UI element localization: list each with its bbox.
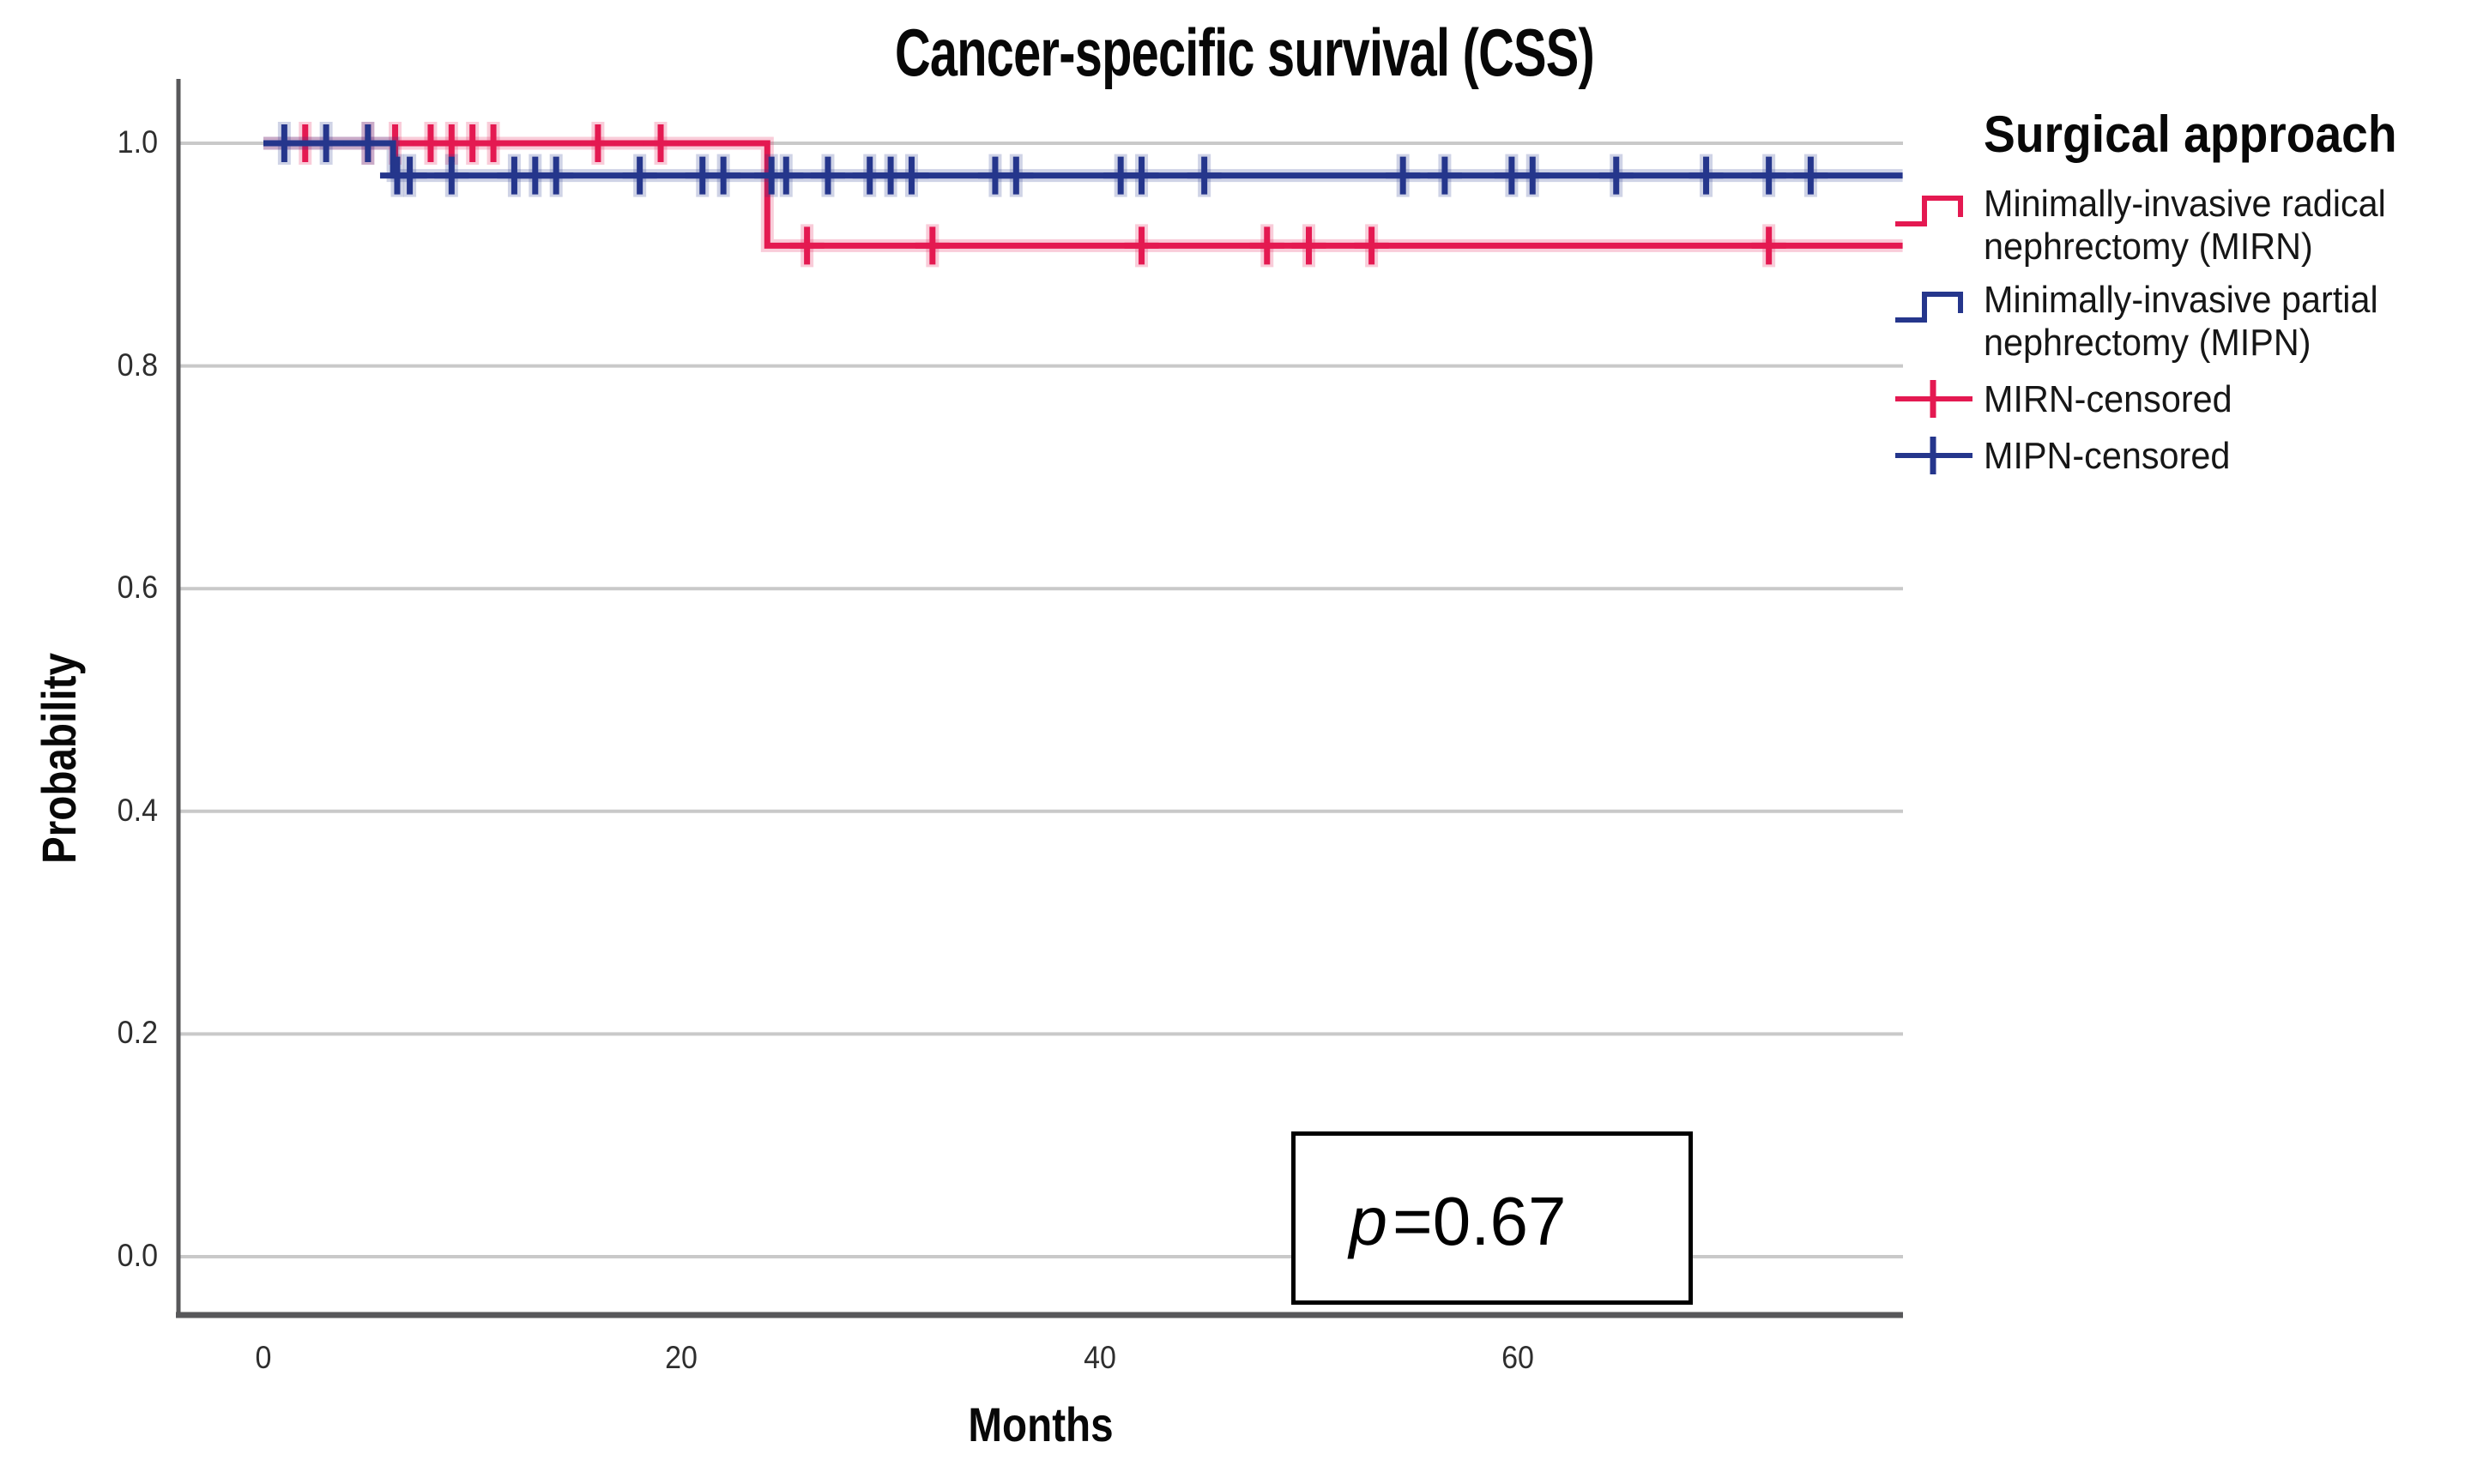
legend: Surgical approach Minimally-invasive rad… <box>1893 105 2489 478</box>
legend-label-mipn: Minimally-invasive partial nephrectomy (… <box>1984 279 2378 364</box>
legend-label-mipn-censored: MIPN-censored <box>1984 435 2231 477</box>
mirn-step-line-icon <box>1895 196 1963 226</box>
mipn-censored-plus-icon <box>1895 437 1972 474</box>
y-tick-label: 1.0 <box>117 124 158 160</box>
p-value-box: p =0.67 <box>1291 1131 1693 1305</box>
legend-item-mipn-censored: MIPN-censored <box>1893 435 2489 478</box>
mipn-step-line-icon <box>1895 292 1963 323</box>
x-tick-label: 20 <box>665 1340 698 1375</box>
legend-label-mirn-censored: MIRN-censored <box>1984 378 2232 420</box>
chart-title: Cancer-specific survival (CSS) <box>894 15 1595 90</box>
y-tick-label: 0.4 <box>117 792 158 828</box>
legend-item-mirn-censored: MIRN-censored <box>1893 378 2489 421</box>
y-tick-label: 0.2 <box>117 1015 158 1051</box>
p-value-text: =0.67 <box>1393 1183 1567 1259</box>
legend-label-mirn: Minimally-invasive radical nephrectomy (… <box>1984 183 2386 268</box>
mirn-survival-curve <box>263 140 1903 249</box>
x-tick-label: 0 <box>255 1340 272 1375</box>
x-axis-title: Months <box>968 1397 1114 1451</box>
legend-item-mirn: Minimally-invasive radical nephrectomy (… <box>1893 183 2489 268</box>
x-tick-label: 60 <box>1501 1340 1535 1375</box>
y-tick-label: 0.8 <box>117 347 158 383</box>
legend-title: Surgical approach <box>1984 106 2397 163</box>
y-tick-label: 0.0 <box>117 1238 158 1273</box>
x-tick-label: 40 <box>1083 1340 1116 1375</box>
p-value-symbol: p <box>1349 1183 1388 1259</box>
mirn-censored-plus-icon <box>1895 380 1972 418</box>
y-tick-label: 0.6 <box>117 570 158 606</box>
legend-item-mipn: Minimally-invasive partial nephrectomy (… <box>1893 279 2489 365</box>
y-axis-title: Probability <box>32 653 86 864</box>
